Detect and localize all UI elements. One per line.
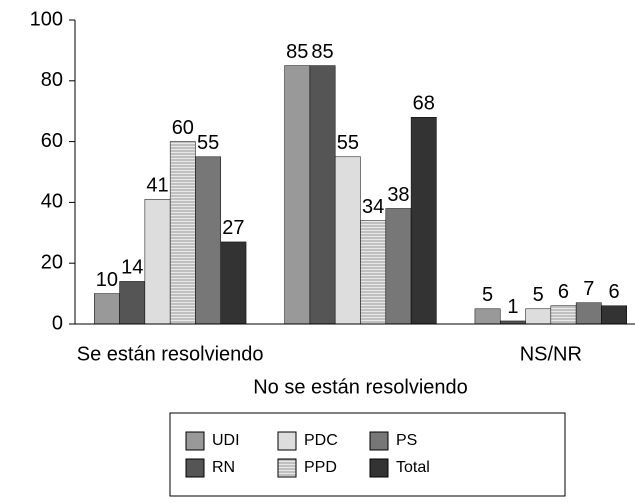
x-tick-label: Se están resolviendo [77, 343, 264, 365]
legend-swatch [277, 458, 297, 478]
value-label: 85 [311, 41, 333, 63]
value-label: 60 [172, 117, 194, 139]
legend: UDI RN PDC PPD PS Total [185, 431, 430, 478]
value-label: 7 [583, 278, 594, 300]
value-label: 5 [482, 284, 493, 306]
value-label: 10 [96, 269, 118, 291]
legend-swatch [369, 458, 389, 478]
y-tick-label: 80 [41, 69, 63, 91]
bar [144, 199, 171, 325]
x-tick-label: No se están resolviendo [253, 376, 468, 398]
y-tick-label: 0 [52, 312, 63, 334]
bar [309, 65, 336, 325]
value-label: 1 [507, 296, 518, 318]
value-label: 68 [413, 93, 435, 115]
bar [195, 156, 222, 325]
value-label: 38 [387, 184, 409, 206]
legend-swatch [185, 431, 205, 451]
legend-swatch [369, 431, 389, 451]
value-label: 6 [558, 281, 569, 303]
legend-label: PDC [304, 432, 338, 449]
value-label: 34 [362, 196, 384, 218]
legend-swatch [185, 458, 205, 478]
value-label: 14 [121, 257, 143, 279]
bar [575, 302, 602, 325]
bar [385, 208, 412, 325]
bar [550, 305, 577, 325]
value-label: 6 [609, 281, 620, 303]
value-label: 55 [197, 132, 219, 154]
bar [220, 241, 247, 325]
legend-label: UDI [212, 432, 240, 449]
y-tick-label: 60 [41, 130, 63, 152]
bar [525, 308, 552, 325]
bar [94, 293, 120, 325]
legend-label: PPD [304, 459, 337, 476]
legend-label: RN [212, 459, 235, 476]
value-label: 41 [146, 175, 168, 197]
x-tick-label: NS/NR [520, 343, 582, 365]
bar [334, 156, 361, 325]
value-label: 27 [222, 217, 244, 239]
legend-label: Total [396, 459, 430, 476]
bar [169, 141, 196, 325]
y-tick-label: 40 [41, 191, 63, 213]
bar [601, 305, 627, 325]
bar [360, 220, 387, 325]
y-tick-label: 20 [41, 251, 63, 273]
legend-swatch [277, 431, 297, 451]
value-label: 5 [533, 284, 544, 306]
legend-label: PS [396, 432, 417, 449]
bar [410, 117, 437, 325]
value-label: 85 [286, 41, 308, 63]
bar [474, 308, 501, 325]
bar [284, 65, 311, 325]
y-tick-label: 100 [30, 8, 63, 30]
bar [119, 281, 146, 325]
legend-box [169, 412, 566, 497]
value-label: 55 [337, 132, 359, 154]
